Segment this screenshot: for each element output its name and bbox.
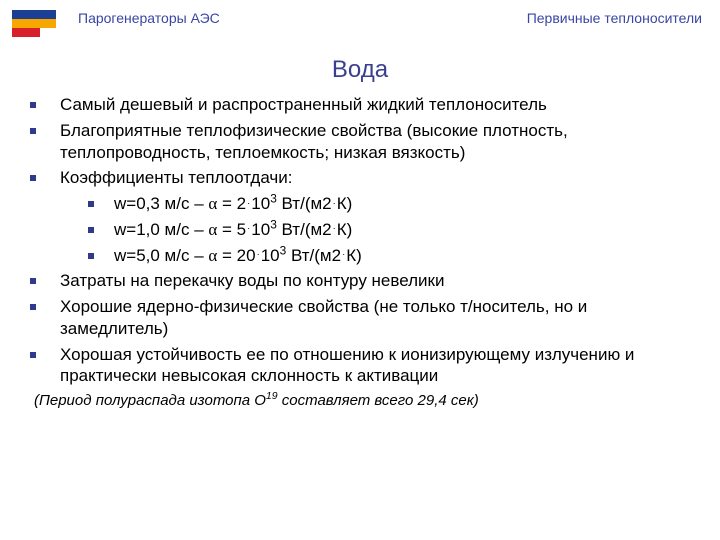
bullet-icon bbox=[30, 304, 36, 310]
slide-header: Парогенераторы АЭС Первичные теплоносите… bbox=[78, 10, 702, 26]
bullet-level1: Самый дешевый и распространенный жидкий … bbox=[30, 94, 692, 116]
logo bbox=[12, 10, 56, 37]
bullet-text: w=5,0 м/с – α = 20·103 Вт/(м2·К) bbox=[114, 245, 362, 267]
bullet-icon bbox=[88, 201, 94, 207]
bullet-text: Коэффициенты теплоотдачи: bbox=[60, 167, 293, 189]
bullet-icon bbox=[30, 102, 36, 108]
header-left: Парогенераторы АЭС bbox=[78, 10, 220, 26]
header-right: Первичные теплоносители bbox=[527, 10, 702, 26]
logo-bar-orange bbox=[12, 19, 56, 28]
bullet-level1: Хорошая устойчивость ее по отношению к и… bbox=[30, 344, 692, 388]
bullet-icon bbox=[30, 352, 36, 358]
slide-title: Вода bbox=[0, 56, 720, 84]
logo-bar-red bbox=[12, 28, 40, 37]
bullet-level1: Благоприятные теплофизические свойства (… bbox=[30, 120, 692, 164]
bullet-icon bbox=[30, 175, 36, 181]
bullet-level1: Хорошие ядерно-физические свойства (не т… bbox=[30, 296, 692, 340]
bullet-level2: w=5,0 м/с – α = 20·103 Вт/(м2·К) bbox=[88, 245, 692, 267]
bullet-icon bbox=[30, 278, 36, 284]
footnote: (Период полураспада изотопа О19 составля… bbox=[34, 391, 692, 410]
bullet-level1: Затраты на перекачку воды по контуру нев… bbox=[30, 270, 692, 292]
slide: Парогенераторы АЭС Первичные теплоносите… bbox=[0, 0, 720, 540]
bullet-icon bbox=[88, 227, 94, 233]
logo-bar-blue bbox=[12, 10, 56, 19]
bullet-level2: w=0,3 м/с – α = 2·103 Вт/(м2·К) bbox=[88, 193, 692, 215]
bullet-text: Хорошие ядерно-физические свойства (не т… bbox=[60, 296, 692, 340]
bullet-text: Затраты на перекачку воды по контуру нев… bbox=[60, 270, 444, 292]
bullet-icon bbox=[88, 253, 94, 259]
sublist: w=0,3 м/с – α = 2·103 Вт/(м2·К) w=1,0 м/с… bbox=[88, 193, 692, 266]
slide-body: Самый дешевый и распространенный жидкий … bbox=[30, 94, 692, 410]
bullet-text: Благоприятные теплофизические свойства (… bbox=[60, 120, 692, 164]
bullet-level2: w=1,0 м/с – α = 5·103 Вт/(м2·К) bbox=[88, 219, 692, 241]
bullet-text: Хорошая устойчивость ее по отношению к и… bbox=[60, 344, 692, 388]
bullet-text: w=1,0 м/с – α = 5·103 Вт/(м2·К) bbox=[114, 219, 352, 241]
bullet-icon bbox=[30, 128, 36, 134]
bullet-text: w=0,3 м/с – α = 2·103 Вт/(м2·К) bbox=[114, 193, 352, 215]
bullet-text: Самый дешевый и распространенный жидкий … bbox=[60, 94, 547, 116]
bullet-level1: Коэффициенты теплоотдачи: bbox=[30, 167, 692, 189]
